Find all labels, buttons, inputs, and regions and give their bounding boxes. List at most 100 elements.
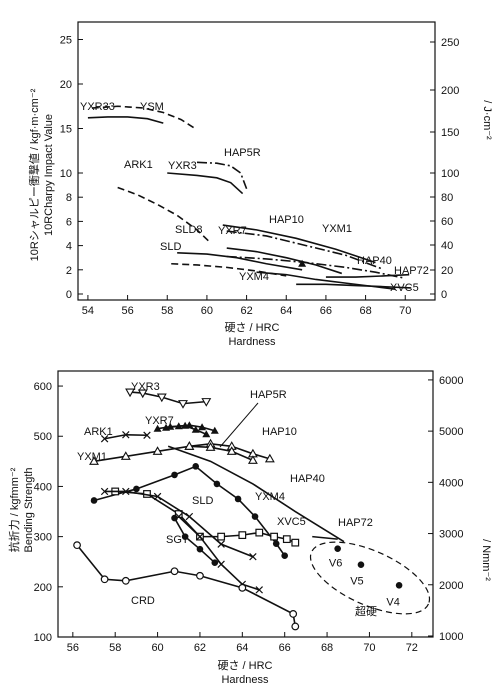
bottom-series-yxr3-point bbox=[137, 389, 148, 399]
bottom-series-yxm4-point bbox=[90, 497, 98, 504]
bottom-series-sld8-line bbox=[104, 490, 254, 558]
top-y-right-tick-label: 20 bbox=[441, 265, 453, 277]
carbide-point-v4 bbox=[395, 582, 403, 589]
bottom-series-yxm4-line bbox=[93, 465, 286, 557]
top-series-yxr33-line bbox=[87, 116, 164, 124]
top-y-right-tick-label: 150 bbox=[441, 127, 459, 139]
bottom-series-yxm4-point bbox=[272, 540, 280, 547]
top-series-yxr3-line bbox=[167, 172, 244, 195]
bottom-series-hap5r-point bbox=[198, 423, 207, 431]
bottom-series-hap10-point bbox=[152, 446, 163, 455]
bottom-series-xvc5-point bbox=[175, 512, 183, 521]
bottom-series-hap5r-point bbox=[210, 426, 219, 434]
bottom-series-sld8-point bbox=[185, 512, 194, 521]
bottom-series-sld-point bbox=[238, 531, 247, 540]
bottom-series-crd-point bbox=[289, 610, 298, 618]
bottom-x-tick-label: 64 bbox=[236, 642, 248, 654]
bottom-y-tick-label: 500 bbox=[34, 431, 52, 443]
bottom-y-tick-label: 600 bbox=[34, 381, 52, 393]
top-series-xvc5-line bbox=[296, 283, 412, 289]
top-y-right-tick-label: 100 bbox=[441, 168, 459, 180]
bottom-series-yxr7-point bbox=[191, 425, 200, 433]
bottom-y-right-tick-label: 5000 bbox=[439, 426, 463, 438]
top-series-yxm1-line bbox=[226, 230, 382, 270]
bottom-series-sld-point bbox=[255, 528, 264, 537]
bottom-series-sld-point bbox=[291, 538, 300, 547]
bottom-series-yxr7-point bbox=[202, 430, 211, 438]
bottom-x-tick-label: 72 bbox=[406, 642, 418, 654]
bottom-x-tick-label: 58 bbox=[109, 642, 121, 654]
top-y-axis-label: 10Rシャルピー衝撃値 / kgf·m·cm⁻² bbox=[27, 88, 41, 261]
bottom-series-xvc5-point bbox=[217, 560, 225, 568]
bottom-series-xvc5-point bbox=[196, 532, 204, 541]
bottom-series-yxm1-line bbox=[189, 445, 254, 462]
bottom-series-yxm1-point bbox=[184, 441, 195, 450]
top-x-tick-label: 66 bbox=[320, 305, 332, 317]
bottom-series-yxm4-point bbox=[281, 552, 288, 559]
bottom-series-sld-line bbox=[115, 490, 296, 544]
bottom-x-tick-label: 56 bbox=[67, 642, 79, 654]
carbide-point-label: V5 bbox=[350, 576, 363, 588]
bottom-x-axis-label-2: Hardness bbox=[221, 674, 269, 686]
top-y-right-tick-label: 80 bbox=[441, 192, 453, 204]
carbide-point-label: V6 bbox=[329, 558, 342, 570]
bottom-y-axis-label-2: Bending Strength bbox=[23, 467, 35, 552]
bottom-x-tick-label: 60 bbox=[151, 642, 163, 654]
top-y-right-tick-label: 40 bbox=[441, 240, 453, 252]
bottom-series-yxr3-point bbox=[156, 393, 167, 403]
bottom-series-label: CRD bbox=[131, 595, 155, 607]
bottom-series-crd-point bbox=[121, 576, 130, 585]
top-series-label: YXM4 bbox=[239, 271, 269, 283]
bottom-series-yxr3-point bbox=[125, 388, 135, 398]
top-series-label: YXR7 bbox=[218, 225, 247, 237]
bottom-series-sld-point bbox=[217, 532, 226, 541]
bottom-series-yxm4-point bbox=[133, 485, 140, 493]
carbide-point-v6 bbox=[334, 545, 341, 552]
top-y-tick-label: 8 bbox=[66, 192, 72, 204]
bottom-series-xvc5-line bbox=[178, 515, 260, 591]
bottom-y-axis-label: 抗折力 / kgfmm⁻² bbox=[7, 467, 21, 552]
top-y-tick-label: 10 bbox=[60, 168, 72, 180]
top-y-right-tick-label: 200 bbox=[441, 85, 459, 97]
bottom-series-crd-point bbox=[100, 575, 109, 584]
bottom-series-sld8-point bbox=[122, 487, 130, 496]
top-series-label: YXM1 bbox=[322, 223, 352, 235]
bottom-y-right-axis-label: / Nmm⁻² bbox=[480, 539, 492, 581]
bottom-series-hap72-line bbox=[312, 535, 338, 540]
top-series-label: HAP72 bbox=[394, 265, 429, 277]
bottom-series-sgt-point bbox=[181, 533, 189, 540]
bottom-series-crd-point bbox=[238, 583, 247, 592]
bottom-series-hap40-line bbox=[167, 445, 345, 543]
top-series-label: HAP40 bbox=[357, 255, 392, 267]
bottom-series-label: HAP72 bbox=[338, 517, 373, 529]
carbide-point-v5 bbox=[357, 561, 365, 569]
bottom-axis-titles: 硬さ / HRC Hardness 抗折力 / kgfmm⁻² Bending … bbox=[7, 467, 492, 686]
top-series-label: SLD bbox=[160, 241, 181, 253]
top-axis-titles: 硬さ / HRC Hardness 10Rシャルピー衝撃値 / kgf·m·cm… bbox=[27, 88, 493, 348]
bottom-series-label: SLD bbox=[192, 495, 213, 507]
bottom-series-ark1-point bbox=[122, 431, 130, 439]
bottom-series-crd-point bbox=[73, 541, 81, 550]
bottom-series-sgt-point bbox=[196, 545, 204, 553]
top-series-label: YXR3 bbox=[168, 160, 197, 172]
bottom-y-right-tick-label: 3000 bbox=[439, 529, 463, 541]
bottom-series-yxr3-point bbox=[178, 400, 188, 409]
bottom-series-sld8-point bbox=[100, 487, 109, 496]
bottom-series-sld8-point bbox=[249, 552, 257, 561]
top-plot-frame bbox=[77, 21, 436, 301]
top-series-hap40-line bbox=[226, 255, 406, 280]
bottom-series-label: XVC5 bbox=[277, 516, 306, 528]
bottom-series-crd-line bbox=[76, 544, 297, 627]
top-series-hap5r-line bbox=[196, 161, 248, 190]
bottom-x-tick-label: 68 bbox=[321, 642, 333, 654]
top-series-yxr7-line bbox=[226, 247, 343, 275]
bottom-series-ark1-point bbox=[143, 431, 151, 439]
bottom-plot-frame bbox=[57, 370, 434, 638]
top-x-axis-label: 硬さ / HRC bbox=[225, 321, 280, 334]
bottom-series-label: HAP5R bbox=[250, 389, 287, 401]
top-series-hap10-line bbox=[222, 224, 376, 264]
top-series-label: YSM bbox=[140, 101, 164, 113]
top-x-axis-label-2: Hardness bbox=[228, 336, 276, 348]
bottom-series-yxm4-point bbox=[213, 480, 221, 488]
